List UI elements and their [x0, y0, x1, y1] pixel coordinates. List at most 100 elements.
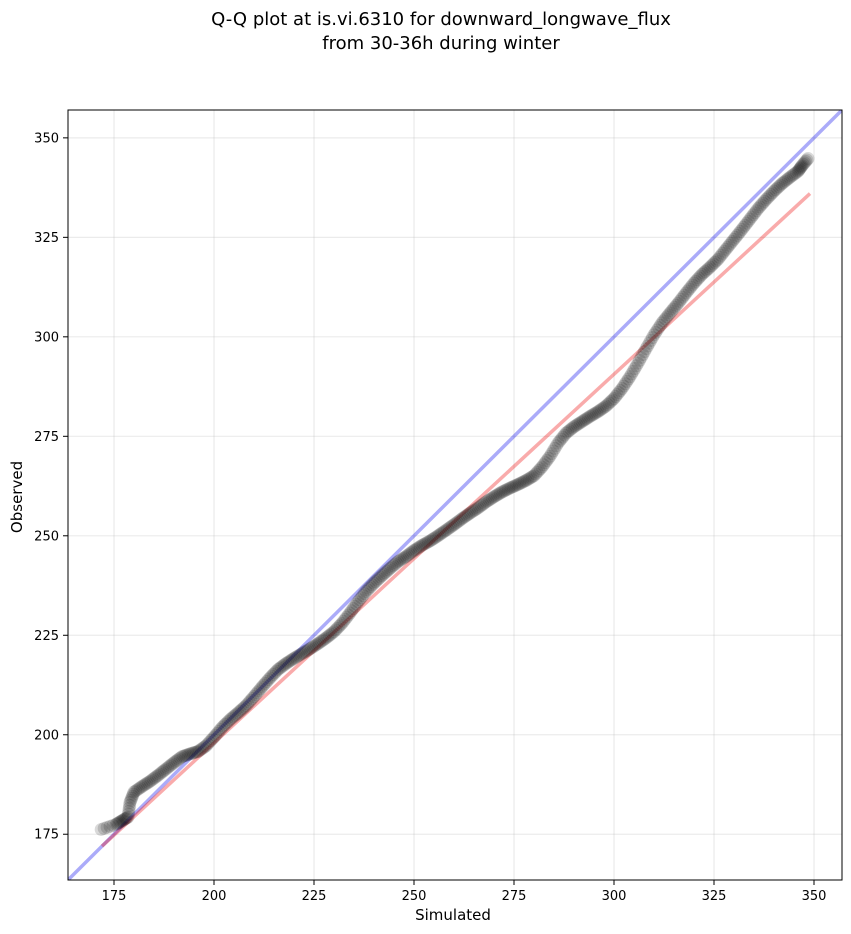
quantile-point: [234, 703, 248, 717]
quantile-point: [197, 740, 211, 754]
quantile-point: [521, 473, 535, 487]
quantile-point: [303, 642, 317, 656]
quantile-point: [618, 377, 632, 391]
quantile-point: [679, 286, 693, 300]
quantile-point: [169, 754, 183, 768]
quantile-point: [239, 699, 253, 713]
quantile-point: [452, 514, 466, 528]
quantile-point: [753, 200, 767, 214]
quantile-point: [706, 257, 720, 271]
quantile-point: [402, 547, 416, 561]
quantile-point: [673, 294, 687, 308]
quantile-point: [113, 815, 127, 829]
quantile-point: [553, 434, 567, 448]
grid: [68, 110, 842, 880]
quantile-point: [543, 449, 557, 463]
quantile-point: [180, 748, 194, 762]
quantile-point: [756, 196, 770, 210]
quantile-point: [383, 561, 397, 575]
y-tick-label: 175: [34, 828, 59, 843]
quantile-point: [367, 576, 381, 590]
quantile-point: [589, 406, 603, 420]
quantile-point: [447, 518, 461, 532]
quantile-point: [740, 216, 754, 230]
quantile-point: [165, 757, 179, 771]
quantile-point: [319, 631, 333, 645]
quantile-point: [532, 463, 546, 477]
quantile-point: [450, 515, 464, 529]
quantile-point: [205, 732, 219, 746]
quantile-point: [716, 246, 730, 260]
quantile-point: [255, 680, 269, 694]
quantile-point: [290, 649, 304, 663]
quantile-point: [356, 589, 370, 603]
quantile-point: [567, 420, 581, 434]
quantile-point: [746, 208, 760, 222]
quantile-point: [153, 767, 167, 781]
quantile-point: [223, 713, 237, 727]
quantile-point: [351, 595, 365, 609]
quantile-point: [741, 214, 755, 228]
quantile-point: [365, 578, 379, 592]
quantile-point: [114, 814, 128, 828]
y-axis: 175 200 225 250 275 300 325 350: [34, 131, 68, 843]
quantile-point: [533, 462, 547, 476]
quantile-point: [580, 411, 594, 425]
quantile-point: [794, 160, 808, 174]
quantile-point: [466, 504, 480, 518]
quantile-point: [735, 222, 749, 236]
quantile-point: [524, 471, 538, 485]
quantile-point: [652, 321, 666, 335]
quantile-point: [308, 639, 322, 653]
quantile-point: [132, 782, 146, 796]
quantile-point: [369, 575, 383, 589]
quantile-point: [581, 410, 595, 424]
quantile-point: [487, 490, 501, 504]
quantile-point: [481, 494, 495, 508]
quantile-point: [573, 416, 587, 430]
quantile-point: [714, 248, 728, 262]
quantile-point: [596, 401, 610, 415]
quantile-point: [204, 734, 218, 748]
x-tick-label: 200: [202, 889, 227, 904]
quantile-point: [484, 492, 498, 506]
quantile-point: [445, 519, 459, 533]
quantile-point: [623, 370, 637, 384]
quantile-point: [111, 816, 125, 830]
quantile-point: [149, 770, 163, 784]
quantile-point: [357, 587, 371, 601]
quantile-point: [644, 333, 658, 347]
quantile-point: [306, 640, 320, 654]
quantile-point: [527, 469, 541, 483]
quantile-point: [684, 280, 698, 294]
quantile-point: [633, 353, 647, 367]
quantile-point: [708, 255, 722, 269]
quantile-point: [332, 620, 346, 634]
quantile-point: [241, 697, 255, 711]
quantile-point: [463, 506, 477, 520]
quantile-point: [417, 537, 431, 551]
quantile-point: [540, 453, 554, 467]
quantile-point: [593, 404, 607, 418]
quantile-point: [401, 548, 415, 562]
quantile-point: [377, 567, 391, 581]
quantile-point: [257, 678, 271, 692]
quantile-point: [364, 579, 378, 593]
quantile-point: [800, 153, 814, 167]
quantile-point: [717, 244, 731, 258]
quantile-point: [668, 300, 682, 314]
quantile-point: [126, 787, 140, 801]
quantile-point: [783, 170, 797, 184]
quantile-point: [426, 532, 440, 546]
quantile-point: [231, 706, 245, 720]
quantile-point: [749, 204, 763, 218]
quantile-point: [700, 263, 714, 277]
x-axis-label: Simulated: [415, 906, 491, 924]
quantile-point: [273, 661, 287, 675]
quantile-point: [557, 428, 571, 442]
quantile-point: [145, 773, 159, 787]
quantile-point: [353, 593, 367, 607]
quantile-point: [743, 212, 757, 226]
quantile-point: [722, 238, 736, 252]
